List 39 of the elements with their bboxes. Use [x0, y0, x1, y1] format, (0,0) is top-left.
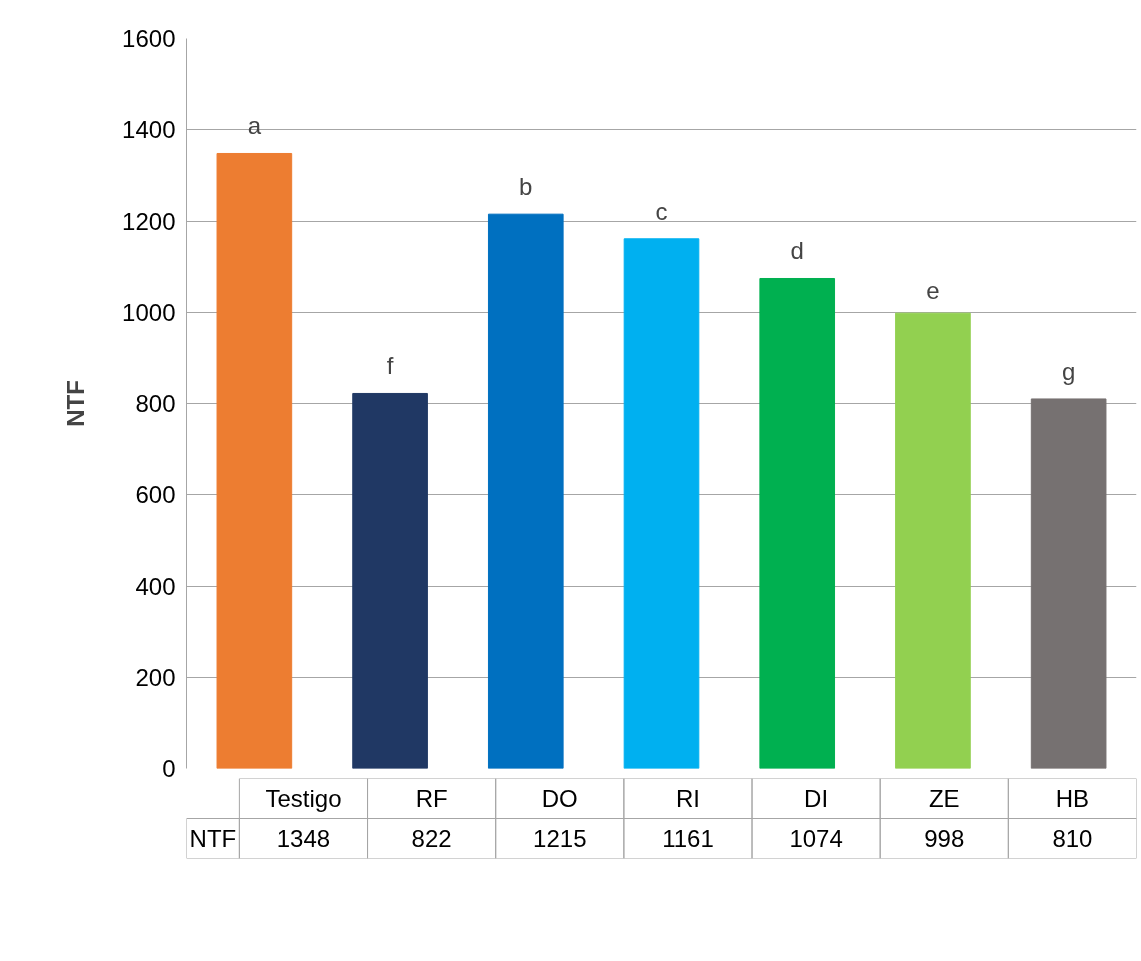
y-tick-label: 800 — [135, 390, 176, 417]
bar — [1030, 398, 1107, 769]
bar — [895, 312, 971, 769]
y-tick-label: 200 — [135, 663, 176, 691]
x-tick-label: RI — [675, 785, 700, 812]
y-tick-label: 400 — [135, 572, 176, 600]
y-tick-label: 1400 — [122, 116, 176, 144]
data-label: 810 — [1052, 825, 1093, 852]
annotation: b — [519, 173, 533, 201]
x-tick-label: DO — [541, 785, 578, 812]
annotation: f — [386, 352, 394, 380]
bar — [487, 213, 564, 769]
y-axis-title: NTF — [62, 380, 90, 427]
x-tick-label: ZE — [928, 785, 960, 812]
annotation: c — [655, 197, 668, 225]
y-tick-label: 1200 — [122, 207, 176, 235]
x-tick-label: HB — [1055, 785, 1090, 812]
x-tick-label: Testigo — [265, 785, 342, 812]
data-label: 1074 — [789, 825, 843, 852]
data-label: 1348 — [276, 825, 331, 852]
x-tick-label: DI — [804, 785, 829, 812]
data-label: 1215 — [533, 825, 587, 852]
bar — [759, 277, 836, 769]
bar — [216, 152, 293, 769]
y-tick-label: 1000 — [122, 298, 176, 326]
y-tick-label: 600 — [135, 481, 176, 509]
data-label: 1161 — [662, 825, 714, 852]
data-label: 998 — [924, 825, 965, 852]
text: NTF — [189, 825, 237, 852]
annotation: e — [926, 277, 940, 305]
annotation: g — [1061, 357, 1076, 385]
y-tick-label: 0 — [162, 755, 176, 782]
data-label: 822 — [411, 825, 452, 852]
x-tick-label: RF — [415, 785, 448, 812]
annotation: d — [790, 237, 804, 265]
y-tick-label: 1600 — [122, 25, 176, 52]
bar — [352, 392, 428, 769]
annotation: a — [247, 112, 262, 140]
bar — [623, 238, 700, 769]
